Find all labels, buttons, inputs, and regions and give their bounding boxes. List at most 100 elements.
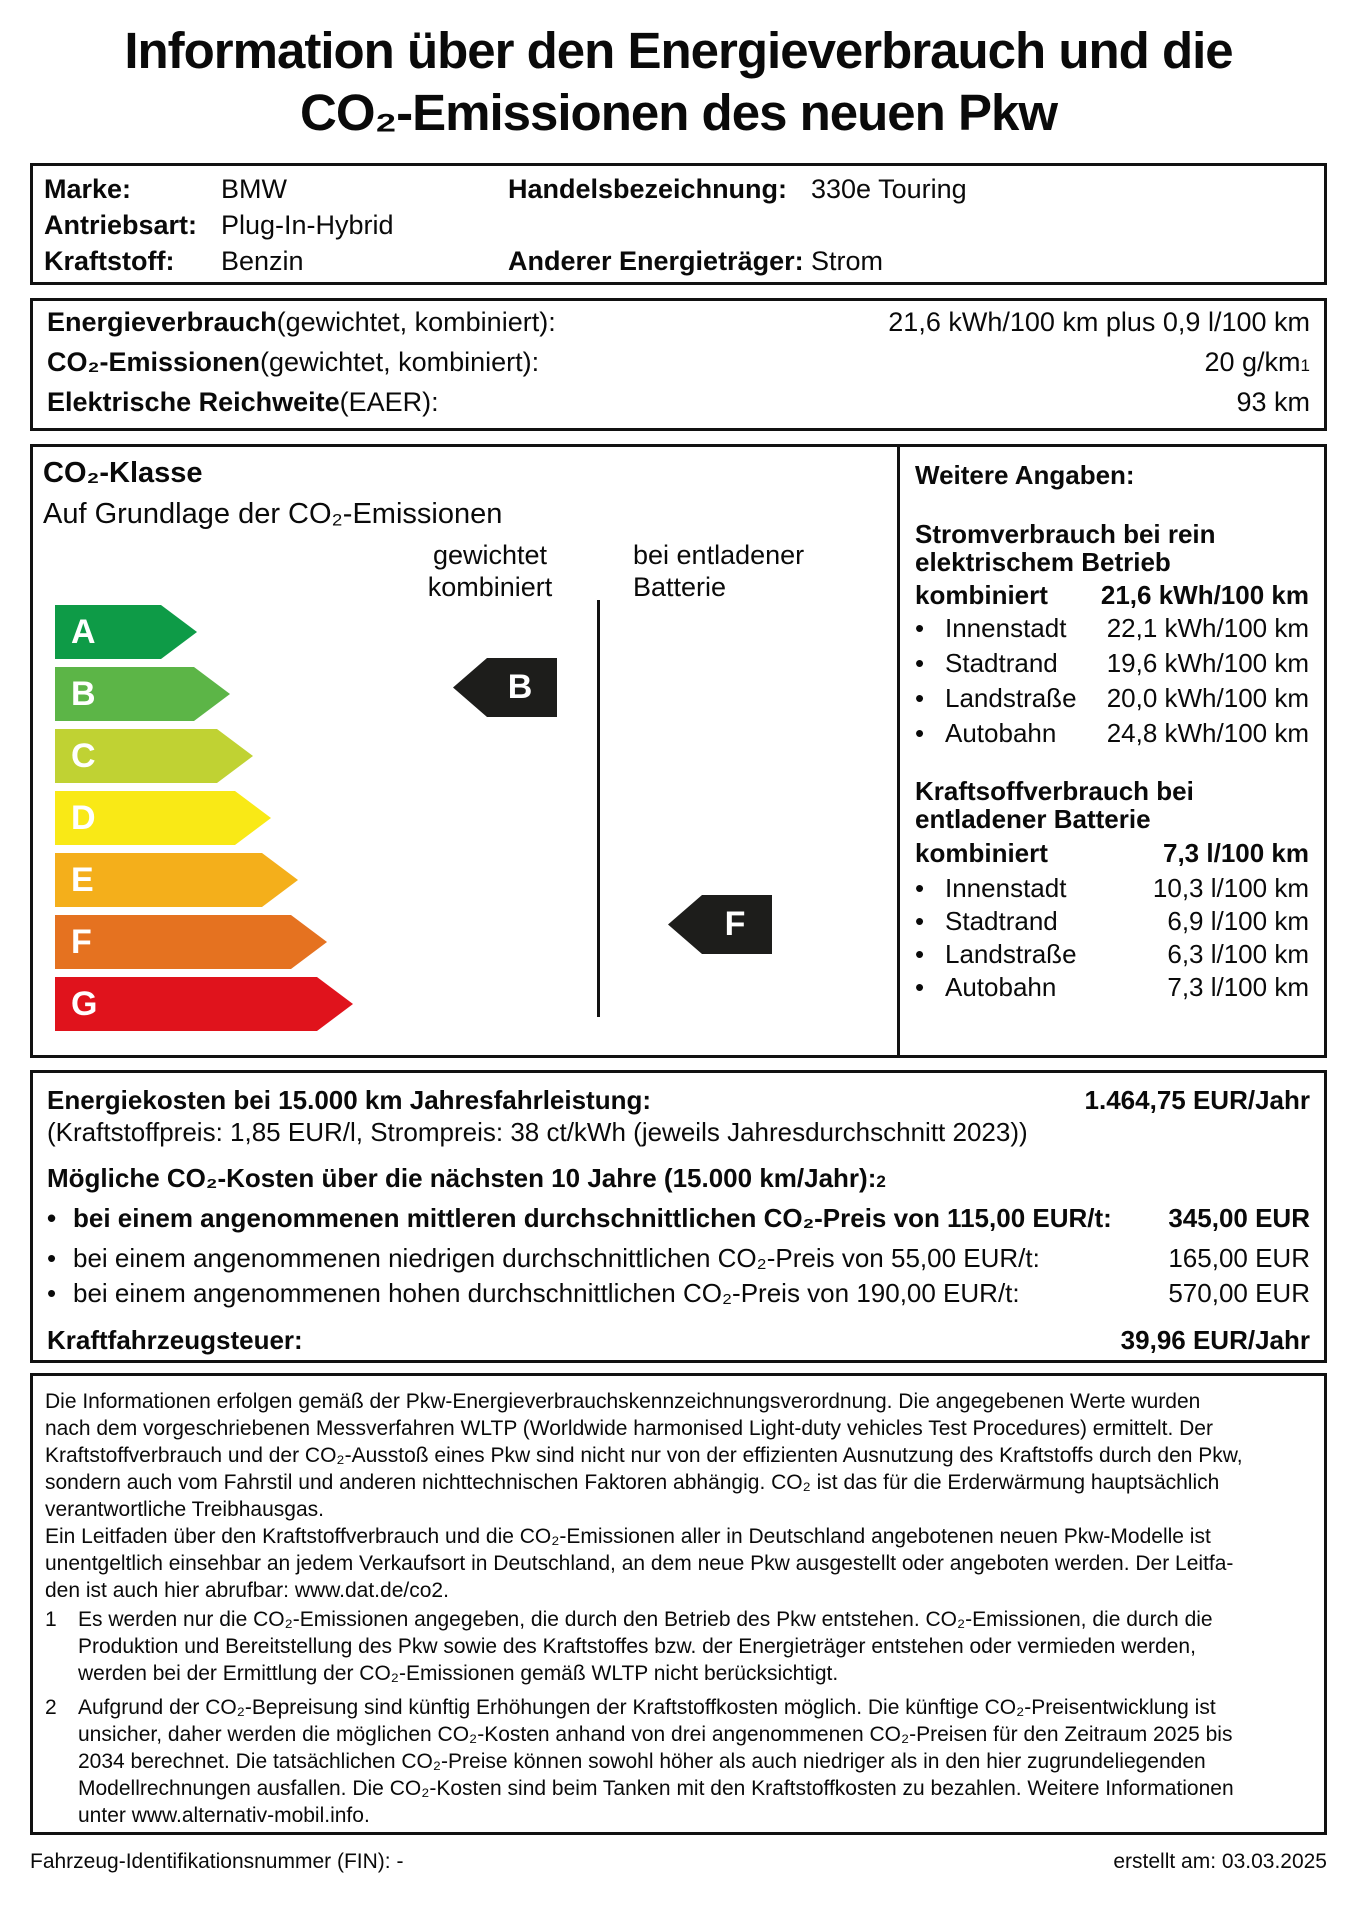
fuel-combined-row: kombiniert 7,3 l/100 km bbox=[915, 838, 1309, 868]
fuel-row-autobahn: • Autobahn 7,3 l/100 km bbox=[915, 972, 1309, 1002]
class-arrow-g: G bbox=[55, 977, 353, 1031]
footer: Fahrzeug-Identifikationsnummer (FIN): - … bbox=[30, 1850, 1327, 1874]
bullet: • bbox=[47, 1243, 57, 1273]
co2-cost-scenario-low: • bei einem angenommenen niedrigen durch… bbox=[47, 1243, 1310, 1273]
footnote-2-number: 2 bbox=[45, 1696, 57, 1719]
energietraeger-label: Anderer Energieträger: bbox=[508, 246, 804, 276]
fuel-row-stadtrand: • Stadtrand 6,9 l/100 km bbox=[915, 906, 1309, 936]
vehicle-info-row: Marke: BMW Handelsbezeichnung: 330e Tour… bbox=[44, 174, 1313, 210]
bullet: • bbox=[47, 1278, 57, 1308]
co2-class-box: CO₂-Klasse Auf Grundlage der CO₂-Emissio… bbox=[30, 444, 1327, 1058]
class-letter: D bbox=[71, 798, 96, 837]
marke-value: BMW bbox=[221, 174, 287, 204]
bullet: • bbox=[915, 972, 925, 1002]
reichweite-value: 93 km bbox=[1236, 387, 1310, 417]
energieverbrauch-value: 21,6 kWh/100 km plus 0,9 l/100 km bbox=[888, 307, 1310, 337]
bullet: • bbox=[915, 648, 925, 678]
electric-row-stadtrand: • Stadtrand 19,6 kWh/100 km bbox=[915, 648, 1309, 678]
column-divider bbox=[597, 600, 600, 1017]
reichweite-row: Elektrische Reichweite (EAER): 93 km bbox=[47, 387, 1310, 417]
scenario-medium-value: 345,00 EUR bbox=[1168, 1203, 1310, 1233]
legal-paragraph: Die Informationen erfolgen gemäß der Pkw… bbox=[45, 1390, 1243, 1602]
electric-row-autobahn: • Autobahn 24,8 kWh/100 km bbox=[915, 718, 1309, 748]
class-letter: B bbox=[71, 674, 96, 713]
co2-cost-scenario-medium: • bei einem angenommenen mittleren durch… bbox=[47, 1203, 1310, 1233]
antriebsart-label: Antriebsart: bbox=[44, 210, 198, 240]
handelsbezeichnung-value: 330e Touring bbox=[811, 174, 967, 204]
class-arrow-d: D bbox=[55, 791, 271, 845]
energy-costs-box: Energiekosten bei 15.000 km Jahresfahrle… bbox=[30, 1070, 1327, 1363]
scenario-high-value: 570,00 EUR bbox=[1168, 1278, 1310, 1308]
energy-costs-row: Energiekosten bei 15.000 km Jahresfahrle… bbox=[47, 1085, 1310, 1115]
co2-class-title: CO₂-Klasse bbox=[43, 457, 203, 489]
class-arrow-b: B bbox=[55, 667, 230, 721]
fuel-consumption-title: Kraftsoffverbrauch bei entladener Batter… bbox=[915, 776, 1194, 834]
bullet: • bbox=[915, 683, 925, 713]
footnote-2: 2 Aufgrund der CO₂-Bepreisung sind künft… bbox=[45, 1694, 1314, 1829]
vehicle-info-box: Marke: BMW Handelsbezeichnung: 330e Tour… bbox=[30, 163, 1327, 285]
marke-label: Marke: bbox=[44, 174, 132, 204]
energietraeger-value: Strom bbox=[811, 246, 884, 276]
bullet: • bbox=[915, 939, 925, 969]
fuel-row-innenstadt: • Innenstadt 10,3 l/100 km bbox=[915, 873, 1309, 903]
class-arrow-a: A bbox=[55, 605, 197, 659]
page-title: Information über den Energieverbrauch un… bbox=[124, 22, 1233, 141]
electric-combined-row: kombiniert 21,6 kWh/100 km bbox=[915, 580, 1309, 610]
panel-divider bbox=[897, 447, 900, 1055]
fin-text: Fahrzeug-Identifikationsnummer (FIN): - bbox=[30, 1850, 404, 1873]
vehicle-tax-row: Kraftfahrzeugsteuer: 39,96 EUR/Jahr bbox=[47, 1325, 1310, 1355]
handelsbezeichnung-label: Handelsbezeichnung: bbox=[508, 174, 788, 204]
depleted-class-marker: F bbox=[668, 895, 772, 954]
class-letter: A bbox=[71, 612, 96, 651]
class-arrow-f: F bbox=[55, 915, 327, 969]
electric-row-landstrasse: • Landstraße 20,0 kWh/100 km bbox=[915, 683, 1309, 713]
electric-combined-value: 21,6 kWh/100 km bbox=[1100, 580, 1309, 610]
antriebsart-value: Plug-In-Hybrid bbox=[221, 210, 394, 240]
co2-emissionen-label: CO₂-Emissionen bbox=[47, 347, 261, 377]
consumption-box: Energieverbrauch (gewichtet, kombiniert)… bbox=[30, 298, 1327, 431]
further-details-heading: Weitere Angaben: bbox=[915, 460, 1135, 490]
class-letter: G bbox=[71, 984, 98, 1023]
class-arrow-c: C bbox=[55, 729, 253, 783]
footnote-2-text: Aufgrund der CO₂-Bepreisung sind künftig… bbox=[78, 1696, 1234, 1827]
energy-costs-value: 1.464,75 EUR/Jahr bbox=[1084, 1085, 1310, 1115]
electric-consumption-title: Stromverbrauch bei rein elektrischem Bet… bbox=[915, 519, 1216, 577]
co2-class-subtitle: Auf Grundlage der CO₂-Emissionen bbox=[43, 498, 503, 530]
bullet: • bbox=[47, 1203, 57, 1233]
weighted-combined-header: gewichtet kombiniert bbox=[427, 540, 553, 602]
bullet: • bbox=[915, 906, 925, 936]
fuel-row-landstrasse: • Landstraße 6,3 l/100 km bbox=[915, 939, 1309, 969]
vehicle-info-row: Antriebsart: Plug-In-Hybrid bbox=[44, 210, 1313, 246]
fine-print-box: Die Informationen erfolgen gemäß der Pkw… bbox=[30, 1373, 1327, 1835]
further-details-panel: Weitere Angaben: Stromverbrauch bei rein… bbox=[915, 447, 1315, 1055]
created-date-text: erstellt am: 03.03.2025 bbox=[1113, 1850, 1327, 1873]
depleted-battery-header: bei entladener Batterie bbox=[633, 540, 805, 602]
co2-emissionen-row: CO₂-Emissionen (gewichtet, kombiniert): … bbox=[47, 347, 1310, 377]
bullet: • bbox=[915, 613, 925, 643]
bullet: • bbox=[915, 873, 925, 903]
kraftstoff-label: Kraftstoff: bbox=[44, 246, 175, 276]
reichweite-label: Elektrische Reichweite bbox=[47, 387, 340, 417]
co2-costs-heading-row: Mögliche CO₂-Kosten über die nächsten 10… bbox=[47, 1163, 886, 1193]
footnote-1-text: Es werden nur die CO₂-Emissionen angegeb… bbox=[78, 1608, 1213, 1685]
fuel-combined-value: 7,3 l/100 km bbox=[1163, 838, 1309, 868]
weighted-class-marker: B bbox=[453, 658, 557, 717]
class-letter: F bbox=[71, 922, 92, 961]
footnote-1: 1 Es werden nur die CO₂-Emissionen angeg… bbox=[45, 1606, 1314, 1687]
electric-row-innenstadt: • Innenstadt 22,1 kWh/100 km bbox=[915, 613, 1309, 643]
footnote-1-number: 1 bbox=[45, 1608, 57, 1631]
vehicle-tax-value: 39,96 EUR/Jahr bbox=[1120, 1325, 1310, 1355]
vehicle-info-row: Kraftstoff: Benzin Anderer Energieträger… bbox=[44, 246, 1313, 282]
co2-emissionen-value: 20 g/km bbox=[1204, 347, 1301, 377]
bullet: • bbox=[915, 718, 925, 748]
price-note-row: (Kraftstoffpreis: 1,85 EUR/l, Strompreis… bbox=[47, 1117, 1028, 1147]
scenario-low-value: 165,00 EUR bbox=[1168, 1243, 1310, 1273]
energieverbrauch-row: Energieverbrauch (gewichtet, kombiniert)… bbox=[47, 307, 1310, 337]
kraftstoff-value: Benzin bbox=[221, 246, 304, 276]
co2-cost-scenario-high: • bei einem angenommenen hohen durchschn… bbox=[47, 1278, 1310, 1308]
class-letter: C bbox=[71, 736, 96, 775]
energieverbrauch-label: Energieverbrauch bbox=[47, 307, 277, 337]
class-arrow-e: E bbox=[55, 853, 298, 907]
class-letter: E bbox=[71, 860, 94, 899]
